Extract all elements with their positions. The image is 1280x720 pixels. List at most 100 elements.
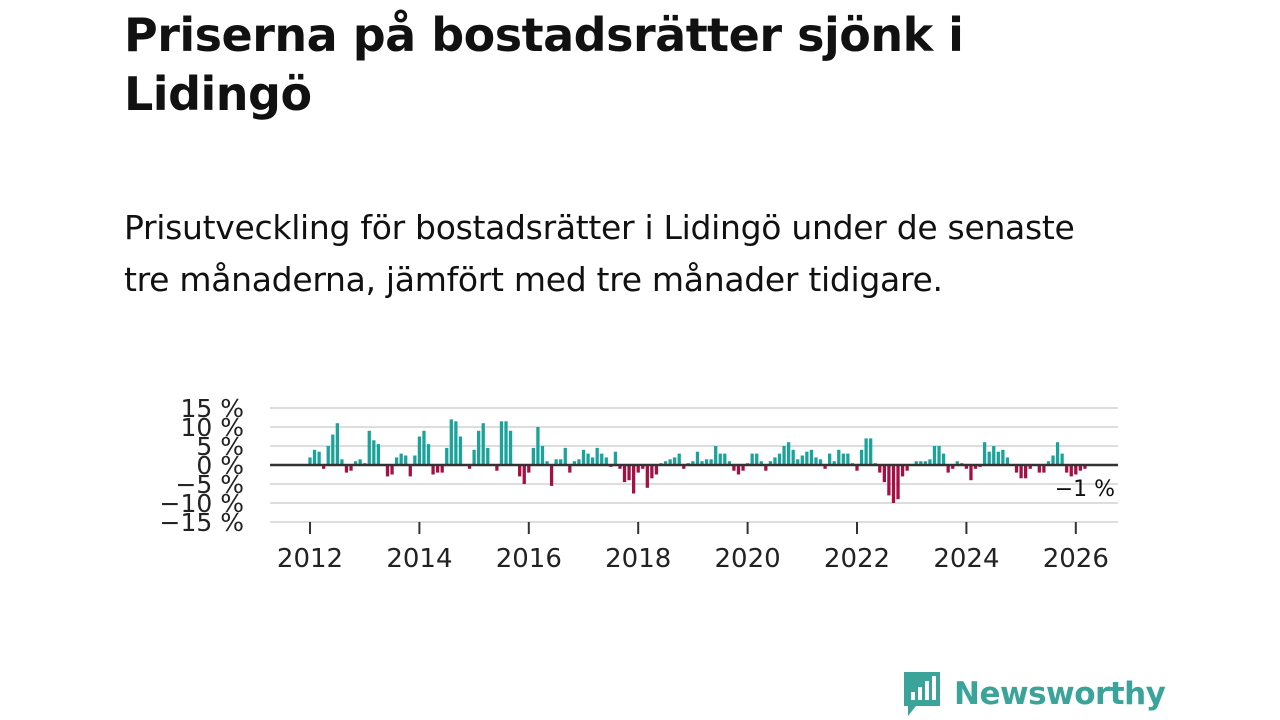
y-tick-label: −15 %	[160, 508, 244, 537]
bar	[973, 465, 978, 469]
bar	[604, 457, 608, 465]
bar	[545, 461, 549, 465]
bar	[887, 465, 891, 496]
bar	[404, 455, 408, 465]
bar	[353, 461, 358, 465]
bar	[859, 449, 864, 465]
bar	[467, 465, 472, 469]
bar	[955, 461, 959, 465]
bar	[982, 442, 987, 465]
bar	[1074, 465, 1078, 475]
bar	[572, 461, 577, 465]
bar	[869, 438, 873, 465]
bar	[527, 465, 531, 473]
bar	[841, 453, 845, 465]
bar	[385, 465, 390, 477]
bar	[714, 446, 718, 465]
bar	[727, 461, 732, 465]
bar	[536, 427, 540, 465]
bar	[308, 457, 312, 465]
bar	[750, 453, 754, 465]
bar	[964, 465, 969, 469]
bar	[951, 465, 955, 469]
bar	[394, 457, 399, 465]
bar	[312, 449, 317, 465]
bar	[454, 421, 458, 465]
bar	[508, 430, 513, 465]
bar	[709, 459, 713, 465]
bar	[818, 459, 823, 465]
bar	[367, 430, 371, 465]
bar	[317, 451, 321, 465]
bar	[755, 453, 759, 465]
bar	[600, 453, 604, 465]
bar	[732, 465, 736, 471]
bar	[426, 444, 431, 465]
last-value-label: −1 %	[1055, 477, 1115, 502]
bar	[376, 444, 381, 465]
bar	[408, 465, 412, 477]
x-tick-label: 2018	[605, 544, 671, 574]
bar	[969, 465, 973, 481]
bar	[440, 465, 444, 473]
bar	[477, 430, 481, 465]
bar	[864, 438, 868, 465]
bar	[1069, 465, 1073, 477]
bar	[764, 465, 768, 471]
y-tick-label: −5 %	[175, 470, 244, 499]
bar	[435, 465, 440, 473]
grid-lines	[270, 407, 1118, 523]
bar	[663, 461, 668, 465]
x-tick-label: 2024	[933, 544, 999, 574]
bar	[828, 453, 832, 465]
bar	[773, 457, 777, 465]
bar	[882, 465, 886, 483]
newsworthy-icon	[904, 672, 940, 716]
chart-title: Priserna på bostadsrätter sjönk i Liding…	[124, 8, 964, 121]
bar	[331, 434, 335, 465]
bar	[741, 465, 745, 471]
bar	[335, 423, 339, 465]
bar	[595, 447, 599, 465]
bar	[923, 461, 928, 465]
bar	[632, 465, 636, 494]
y-axis-ticks: 15 %10 %5 %0 %−5 %−10 %−15 %	[160, 394, 244, 537]
bar	[445, 447, 449, 465]
bar	[322, 465, 326, 469]
bar	[654, 465, 659, 475]
bar	[1055, 442, 1060, 465]
y-tick-label: 10 %	[180, 413, 244, 442]
bar	[554, 459, 558, 465]
bar	[837, 449, 841, 465]
bar	[495, 465, 499, 471]
bar	[946, 465, 950, 473]
bar	[1024, 465, 1028, 479]
bar	[499, 421, 504, 465]
bar	[636, 465, 640, 473]
bar	[627, 465, 631, 481]
bar	[449, 419, 453, 465]
bar	[413, 455, 417, 465]
bar	[1078, 465, 1082, 471]
bar	[855, 465, 859, 471]
bar	[996, 451, 1000, 465]
x-tick-label: 2020	[715, 544, 781, 574]
bar	[668, 459, 672, 465]
y-tick-label: 5 %	[196, 432, 244, 461]
bar	[531, 447, 535, 465]
bar	[586, 453, 590, 465]
bar	[736, 465, 741, 475]
bar	[782, 446, 786, 465]
bar	[809, 449, 814, 465]
bar	[677, 453, 681, 465]
bar	[695, 451, 700, 465]
bar	[645, 465, 649, 488]
bar	[878, 465, 882, 473]
bar	[1083, 465, 1087, 469]
bar	[1060, 453, 1064, 465]
bar	[577, 459, 581, 465]
bar	[846, 453, 850, 465]
bar	[1005, 457, 1010, 465]
bar	[326, 446, 330, 465]
bar	[1014, 465, 1019, 473]
